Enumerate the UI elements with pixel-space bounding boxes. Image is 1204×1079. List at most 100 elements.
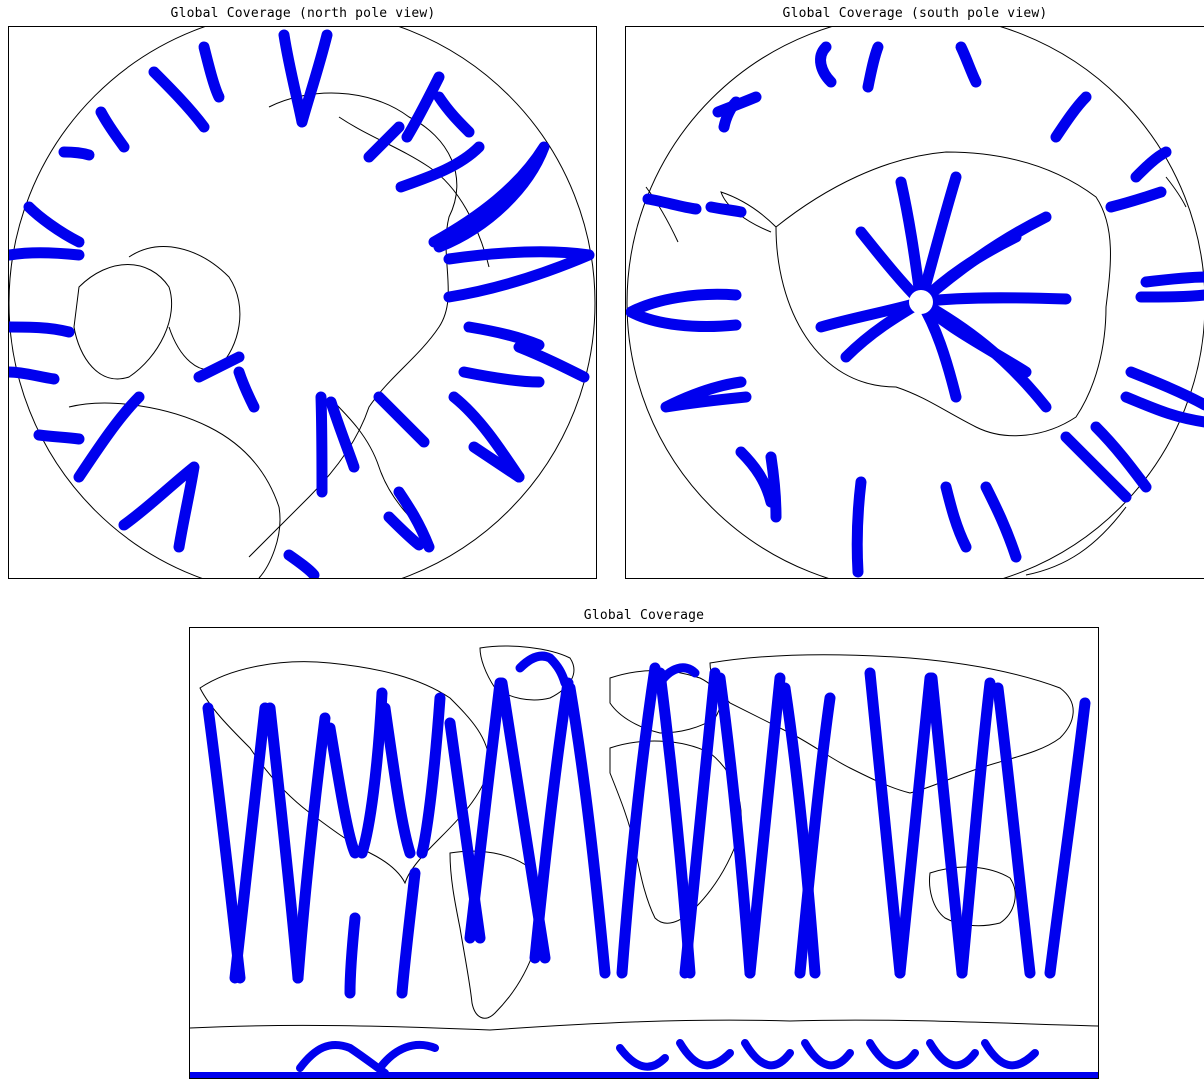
world-swaths (190, 651, 1098, 1078)
north-swath-11 (73, 391, 145, 483)
south-swath-r2 (915, 171, 962, 308)
south-coastline-africa (1165, 176, 1187, 208)
world-title: Global Coverage (583, 608, 705, 623)
south-swath-o10 (1130, 146, 1172, 183)
south-swath-o20 (940, 481, 972, 553)
north-swath-19 (428, 141, 550, 253)
south-swath-o18 (765, 451, 782, 523)
world-swath-20 (794, 692, 836, 979)
world-swath-10 (464, 677, 506, 944)
north-swath-25 (468, 441, 525, 483)
world-swath-18 (744, 672, 786, 979)
north-swath-30 (383, 511, 425, 551)
world-swath-12 (529, 677, 574, 964)
south-swath-o15 (1125, 366, 1204, 411)
north-swath-27 (325, 396, 360, 473)
world-swath-28 (344, 912, 361, 999)
south-swath-r11 (915, 296, 1052, 413)
north-swath-29 (393, 486, 435, 553)
world-coast-namerica (199, 661, 491, 885)
south-swath-o17 (735, 446, 777, 508)
south-swath-o14 (660, 376, 752, 413)
world-swath-24 (956, 677, 996, 979)
south-swath-o21 (980, 481, 1022, 563)
world-swath-2 (229, 702, 271, 984)
south-swath-o1 (815, 41, 837, 88)
north-swath-6 (23, 201, 85, 248)
south-swath-o16 (1120, 391, 1204, 428)
world-swath-loop-1 (515, 651, 570, 688)
north-coastline-siberia (338, 116, 490, 268)
north-swath-7 (9, 247, 85, 261)
south-coastline-aus (1025, 506, 1127, 576)
world-swath-loop-2 (655, 663, 700, 688)
world-swath-bottom-3 (616, 1044, 669, 1071)
south-coastline-antarctica (775, 151, 1111, 437)
south-swath-o5 (718, 96, 742, 133)
world-swath-bottom-5 (741, 1039, 794, 1070)
north-swath-26 (373, 391, 430, 448)
world-swath-bottom-9 (981, 1039, 1039, 1070)
north-pole-map (8, 26, 597, 579)
north-swath-23 (458, 366, 545, 388)
world-swath-bottom-4 (676, 1039, 734, 1070)
world-swath-3 (264, 702, 304, 984)
world-coast-asia (709, 654, 1074, 794)
north-swath-5 (58, 146, 95, 161)
world-coast-australia (929, 866, 1016, 927)
south-swath-o6 (1050, 91, 1092, 143)
north-coastline-greenland (73, 264, 173, 380)
world-coast-greenland (479, 645, 575, 701)
world-swath-bottom-8 (926, 1039, 979, 1070)
world-swath-16 (679, 667, 721, 979)
world-swath-13 (564, 682, 611, 979)
north-swath-14 (233, 366, 260, 413)
north-swath-28 (315, 391, 328, 498)
world-swath-23 (926, 672, 968, 979)
world-swath-17 (714, 672, 756, 979)
north-swath-12 (118, 461, 200, 553)
north-swath-22 (513, 341, 590, 383)
north-swath-8 (9, 321, 75, 338)
world-swath-22 (894, 672, 936, 979)
north-coastline-islands (128, 246, 241, 371)
north-coastline-asia (248, 92, 458, 558)
south-swath-o22 (1060, 431, 1132, 503)
south-swath-o7 (642, 193, 702, 215)
world-swath-bottom-6 (801, 1039, 854, 1070)
world-coast-antarctica (190, 1019, 1098, 1031)
south-swath-o13 (1135, 289, 1204, 303)
south-swaths (626, 41, 1204, 578)
south-swath-r4 (915, 292, 1072, 308)
north-swath-10 (33, 429, 85, 445)
south-swath-o12 (1140, 271, 1204, 288)
north-swath-21 (463, 321, 545, 351)
south-globe-outline (626, 27, 1204, 578)
south-swath-o9 (1105, 186, 1167, 213)
south-swath-o3 (955, 41, 982, 88)
south-swath-o19 (851, 476, 867, 578)
north-swath-3 (148, 66, 210, 133)
world-swath-6 (356, 687, 388, 859)
north-swath-4 (95, 106, 130, 153)
south-pole-title: Global Coverage (south pole view) (782, 6, 1048, 21)
world-map (189, 627, 1099, 1079)
north-swath-9 (9, 366, 60, 385)
world-swath-14 (616, 662, 661, 979)
world-swath-8 (416, 692, 446, 859)
north-swath-16 (433, 91, 475, 138)
south-swath-o8 (705, 201, 747, 218)
world-swath-bottom-2 (376, 1040, 439, 1072)
north-swath-15 (401, 71, 445, 143)
world-swath-7 (379, 702, 416, 859)
south-swath-o11 (626, 288, 742, 332)
south-coastline-peninsula (720, 191, 777, 233)
world-swath-4 (292, 712, 331, 984)
north-swaths (9, 29, 595, 578)
south-swath-o2 (862, 41, 884, 93)
world-swath-25 (992, 682, 1036, 979)
north-pole-svg (9, 27, 596, 578)
world-swath-bottom-1 (296, 1040, 389, 1077)
world-swath-26 (1044, 697, 1091, 979)
north-swath-1 (278, 29, 333, 128)
